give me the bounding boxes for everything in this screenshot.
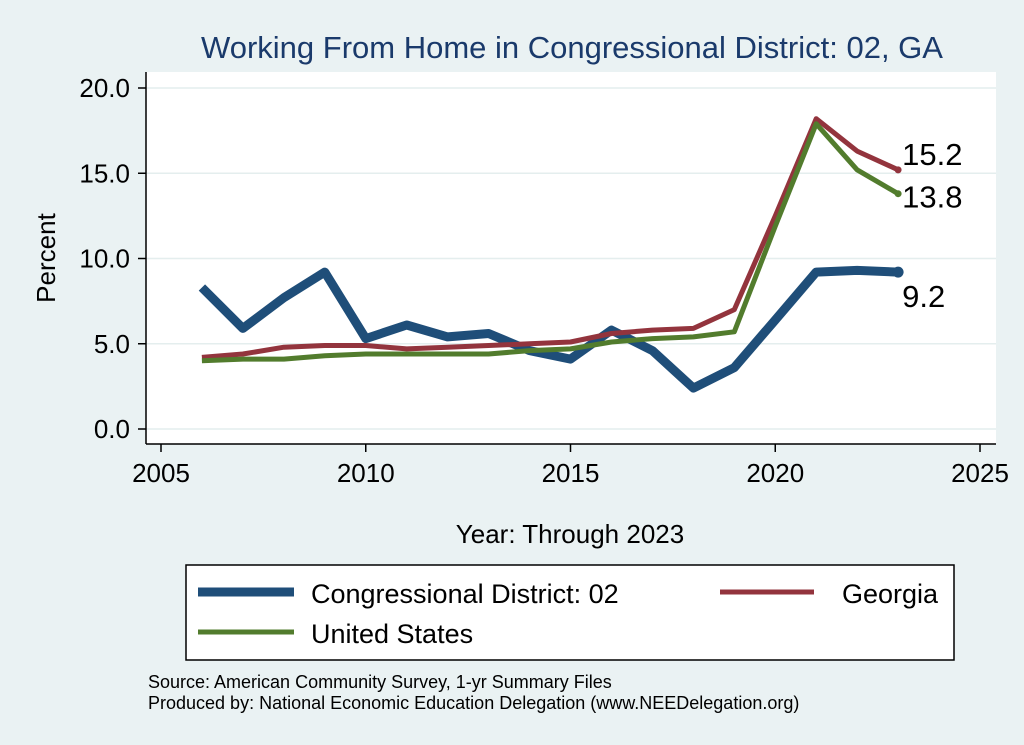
district-line — [198, 265, 899, 393]
legend-district-label: Congressional District: 02 — [311, 579, 619, 609]
x-tick-label: 2005 — [132, 458, 190, 488]
legend: Congressional District: 02 Georgia United … — [198, 579, 939, 649]
district-end-label: 9.2 — [902, 279, 945, 314]
georgia-line-end-marker — [894, 166, 902, 174]
y-tick-label: 20.0 — [79, 73, 130, 103]
legend-united-states-label: United States — [311, 619, 473, 649]
x-tick-label: 2025 — [951, 458, 1009, 488]
georgia-end-label: 15.2 — [902, 137, 962, 172]
axes: 0.0 5.0 10.0 15.0 20.0 2005 2010 2015 2020 2025 — [79, 72, 1009, 488]
end-labels: 9.2 15.2 13.8 — [902, 137, 962, 314]
y-tick-label: 15.0 — [79, 158, 130, 188]
legend-box — [185, 564, 955, 661]
y-tick-label: 10.0 — [79, 244, 130, 274]
district-line-end-marker — [892, 266, 904, 278]
y-tick-label: 5.0 — [94, 329, 130, 359]
x-tick-label: 2020 — [746, 458, 804, 488]
x-tick-label: 2010 — [337, 458, 395, 488]
series-layer — [198, 116, 904, 393]
producer-note: Produced by: National Economic Education… — [148, 693, 799, 713]
gridlines — [146, 87, 996, 430]
source-note: Source: American Community Survey, 1-yr … — [148, 672, 612, 692]
chart-title: Working From Home in Congressional Distr… — [201, 30, 943, 65]
united-states-end-label: 13.8 — [902, 180, 962, 215]
x-tick-label: 2015 — [542, 458, 600, 488]
y-axis-label: Percent — [31, 212, 61, 302]
legend-georgia-label: Georgia — [842, 579, 939, 609]
y-tick-label: 0.0 — [94, 414, 130, 444]
united-states-line-end-marker — [894, 190, 902, 198]
x-axis-label: Year: Through 2023 — [456, 519, 684, 549]
united-states-line — [201, 121, 900, 364]
georgia-line — [201, 116, 900, 360]
